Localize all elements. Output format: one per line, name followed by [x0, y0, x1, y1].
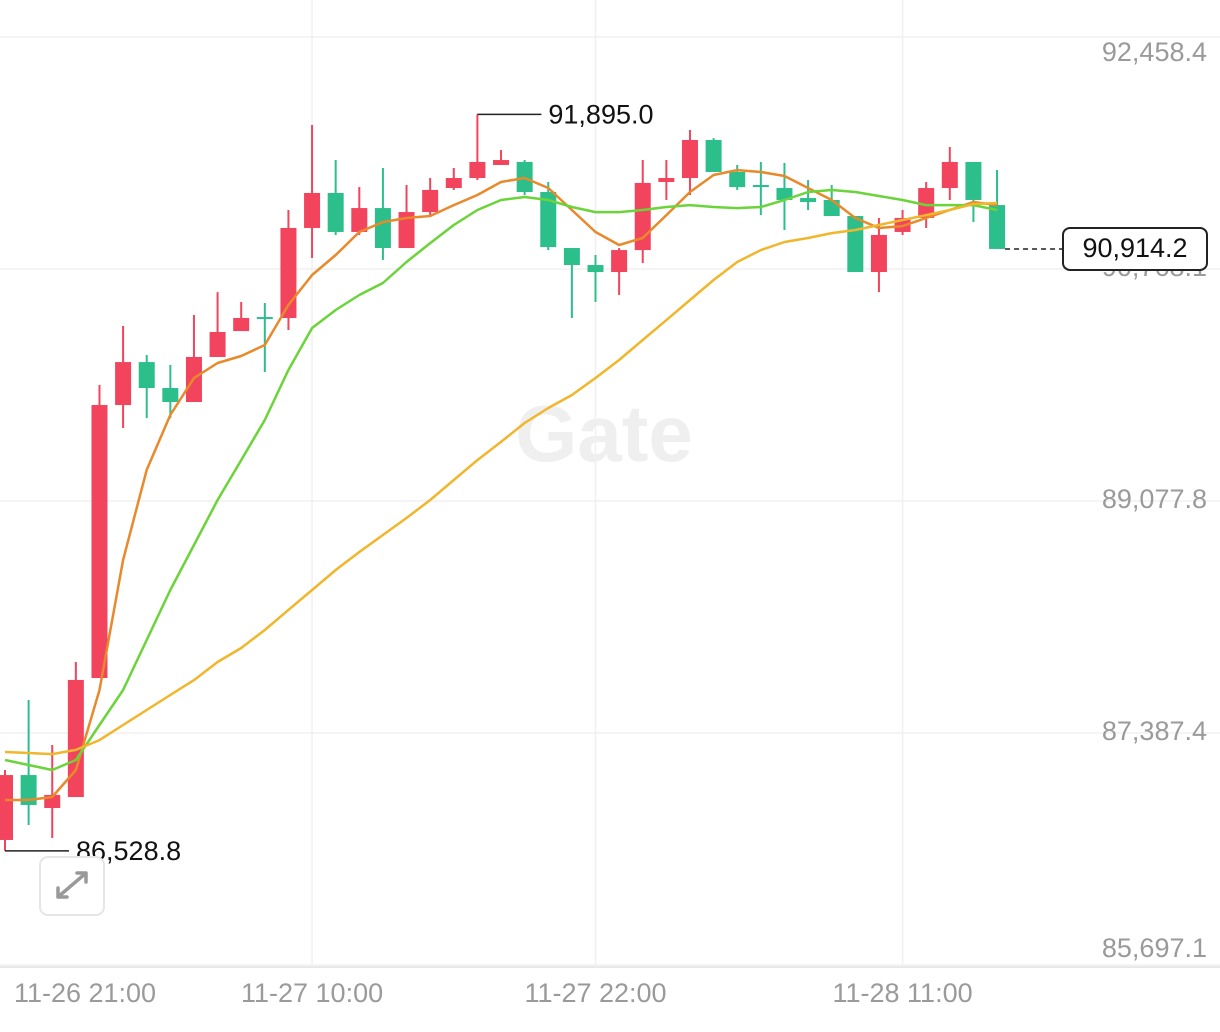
candle-body	[776, 188, 793, 200]
candle-body	[398, 212, 415, 249]
ma-line	[4, 188, 998, 772]
y-tick-label: 87,387.4	[1102, 716, 1207, 746]
candle-body	[823, 199, 840, 217]
ma-line	[5, 168, 998, 802]
candle-body	[493, 160, 510, 165]
candle-body	[705, 139, 722, 172]
candle-body	[304, 192, 321, 228]
last-price-label: 90,914.2	[1082, 233, 1187, 263]
candle-body	[374, 208, 391, 249]
candle-body	[563, 248, 580, 266]
y-tick-label: 89,077.8	[1102, 484, 1207, 514]
candle-body	[870, 234, 887, 273]
candle-body	[67, 679, 84, 798]
candle-body	[611, 250, 628, 273]
candle-body	[422, 189, 439, 213]
candle-body	[256, 317, 273, 320]
candle-body	[729, 171, 746, 188]
candle-body	[233, 318, 250, 332]
y-tick-label: 85,697.1	[1102, 933, 1207, 963]
candle-body	[138, 362, 155, 389]
candle-body	[280, 227, 297, 319]
marks-layer: 91,895.086,528.890,914.2	[0, 99, 1208, 866]
expand-icon[interactable]	[56, 871, 88, 899]
candle-body	[847, 216, 864, 273]
candle-body	[445, 178, 462, 189]
candle-body	[469, 161, 486, 179]
candle-body	[0, 775, 13, 840]
candle-body	[162, 388, 179, 403]
candle-body	[752, 185, 769, 188]
candle-body	[351, 208, 368, 232]
candle-body	[540, 192, 557, 248]
ma-line	[4, 201, 998, 756]
candle-body	[918, 188, 935, 218]
candle-body	[587, 265, 604, 273]
y-tick-label: 92,458.4	[1102, 37, 1207, 67]
annotation-label: 91,895.0	[548, 99, 653, 129]
candle-body	[941, 161, 958, 189]
x-tick-label: 11-26 21:00	[14, 978, 156, 1008]
candle-body	[965, 161, 982, 200]
candle-body	[209, 332, 226, 357]
candle-body	[327, 192, 344, 232]
x-tick-label: 11-28 11:00	[832, 978, 972, 1008]
candle-body	[681, 139, 698, 179]
candle-body	[91, 405, 108, 679]
expand-button[interactable]	[39, 856, 105, 916]
candle-body	[989, 205, 1006, 249]
candle-body	[800, 198, 817, 203]
candle-body	[115, 362, 132, 406]
candle-body	[20, 775, 37, 805]
x-tick-label: 11-27 10:00	[241, 978, 383, 1008]
x-tick-label: 11-27 22:00	[524, 978, 666, 1008]
candle-body	[658, 178, 675, 182]
watermark: Gate	[515, 389, 693, 478]
last-price-box	[1062, 226, 1208, 271]
